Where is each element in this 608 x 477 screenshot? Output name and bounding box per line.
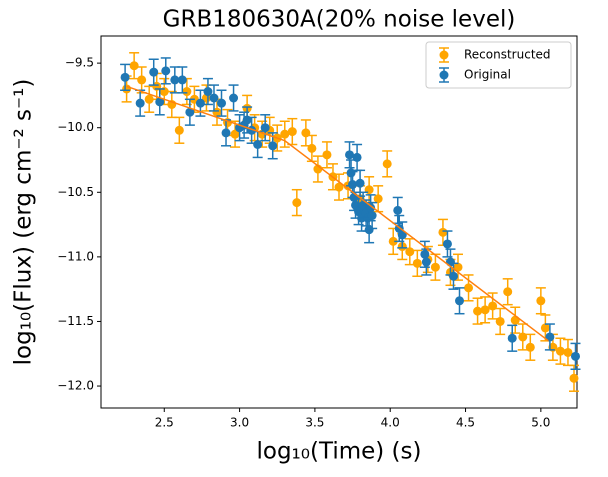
point <box>230 129 240 139</box>
point <box>420 249 430 259</box>
point <box>367 211 377 221</box>
point <box>170 75 180 85</box>
point <box>455 296 465 306</box>
point <box>569 373 579 383</box>
point <box>495 316 505 326</box>
point <box>292 198 302 208</box>
x-tick-label: 4.0 <box>381 416 400 430</box>
point <box>161 66 171 76</box>
point <box>155 97 165 107</box>
point <box>536 296 546 306</box>
point <box>174 125 184 135</box>
point <box>405 247 415 257</box>
x-tick-label: 3.5 <box>305 416 324 430</box>
point <box>438 227 448 237</box>
point <box>397 230 407 240</box>
point <box>488 301 498 311</box>
point <box>182 87 192 97</box>
x-axis-label: log₁₀(Time) (s) <box>257 439 422 465</box>
point <box>364 225 374 235</box>
point <box>518 332 528 342</box>
point <box>503 287 513 297</box>
point <box>120 72 130 82</box>
point <box>570 351 580 361</box>
point <box>135 98 145 108</box>
y-tick-label: −9.5 <box>65 56 94 70</box>
point <box>322 150 332 160</box>
point <box>349 192 359 202</box>
legend-marker <box>439 70 449 80</box>
point <box>253 140 263 149</box>
point <box>388 236 398 246</box>
fit-line <box>126 85 549 342</box>
x-tick-label: 3.0 <box>230 416 249 430</box>
y-tick-label: −12.0 <box>57 379 94 393</box>
point <box>268 141 278 151</box>
point <box>412 258 422 268</box>
point <box>480 305 490 315</box>
legend-label: Reconstructed <box>464 48 551 62</box>
point <box>393 205 403 215</box>
point <box>209 93 219 103</box>
point <box>307 143 317 153</box>
point <box>221 128 231 138</box>
point <box>352 152 362 162</box>
plot-area <box>100 35 578 409</box>
point <box>563 347 573 357</box>
chart-title: GRB180630A(20% noise level) <box>163 7 516 33</box>
point <box>137 75 147 85</box>
y-tick-label: −11.5 <box>57 314 94 328</box>
y-tick-label: −10.0 <box>57 120 94 134</box>
point <box>177 75 187 85</box>
point <box>212 107 222 117</box>
legend-box <box>425 41 572 89</box>
point <box>555 346 565 356</box>
point <box>149 67 159 77</box>
point <box>355 178 365 188</box>
point <box>129 61 139 71</box>
y-tick-label: −11.0 <box>57 249 94 263</box>
point <box>525 342 535 352</box>
point <box>382 159 392 169</box>
point <box>430 262 440 272</box>
point <box>345 150 355 160</box>
point <box>442 239 452 249</box>
point <box>453 262 463 272</box>
y-tick-label: −10.5 <box>57 185 94 199</box>
point <box>448 271 458 281</box>
x-tick-label: 5.0 <box>531 416 550 430</box>
point <box>540 323 550 333</box>
point <box>464 283 474 293</box>
point <box>203 87 213 97</box>
point <box>280 129 290 139</box>
y-axis-label: log₁₀(Flux) (erg cm⁻² s⁻¹) <box>11 79 37 366</box>
x-tick-label: 4.5 <box>456 416 475 430</box>
legend-marker <box>439 50 449 60</box>
point <box>195 98 205 108</box>
x-tick-label: 2.5 <box>155 416 174 430</box>
point <box>473 306 483 316</box>
point <box>185 107 195 117</box>
point <box>229 93 239 103</box>
point <box>217 98 227 108</box>
point <box>144 94 154 104</box>
point <box>507 333 517 343</box>
point <box>545 332 555 342</box>
point <box>334 182 344 192</box>
point <box>287 127 297 137</box>
point <box>122 84 132 94</box>
point <box>373 194 383 204</box>
point <box>260 123 270 133</box>
point <box>421 257 431 267</box>
legend-label: Original <box>464 68 511 82</box>
